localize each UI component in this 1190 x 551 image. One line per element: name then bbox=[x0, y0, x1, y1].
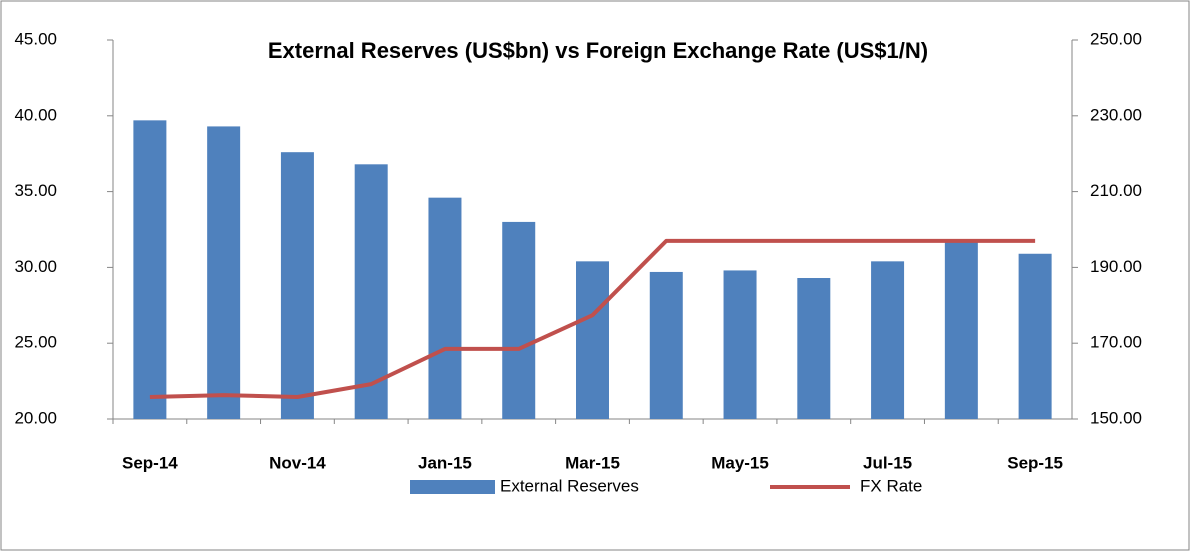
y2-tick-label: 250.00 bbox=[1090, 29, 1142, 48]
bar bbox=[502, 221, 536, 419]
line bbox=[149, 238, 1036, 400]
bar bbox=[797, 278, 831, 419]
x-tick-label: Nov-14 bbox=[269, 453, 326, 472]
y2-tick-label: 190.00 bbox=[1090, 257, 1142, 276]
x-tick-label: Jan-15 bbox=[418, 453, 472, 472]
bar bbox=[649, 271, 683, 419]
y-tick-label: 40.00 bbox=[14, 105, 57, 124]
x-tick-label: Sep-15 bbox=[1007, 453, 1063, 472]
bar bbox=[723, 270, 757, 419]
x-tick-label: Mar-15 bbox=[565, 453, 620, 472]
bar bbox=[354, 164, 388, 419]
bar bbox=[576, 261, 609, 419]
x-tick-label: Jul-15 bbox=[863, 453, 912, 472]
legend-swatch bbox=[410, 480, 495, 494]
bar bbox=[133, 120, 167, 420]
bar bbox=[428, 197, 462, 419]
legend-label: External Reserves bbox=[500, 476, 639, 495]
y-tick-label: 45.00 bbox=[14, 29, 57, 48]
y2-tick-label: 170.00 bbox=[1090, 333, 1142, 352]
x-tick-label: May-15 bbox=[711, 453, 769, 472]
bar bbox=[944, 240, 978, 419]
y-tick-label: 35.00 bbox=[14, 181, 57, 200]
bar bbox=[207, 126, 241, 420]
y-tick-label: 20.00 bbox=[14, 408, 57, 427]
y2-tick-label: 150.00 bbox=[1090, 408, 1142, 427]
x-tick-label: Sep-14 bbox=[122, 453, 178, 472]
chart-title: External Reserves (US$bn) vs Foreign Exc… bbox=[268, 38, 928, 63]
y-tick-label: 25.00 bbox=[14, 333, 57, 352]
legend-label: FX Rate bbox=[860, 476, 922, 495]
y2-tick-label: 230.00 bbox=[1090, 105, 1142, 124]
y-tick-label: 30.00 bbox=[14, 257, 57, 276]
bar bbox=[1018, 253, 1052, 419]
y2-tick-label: 210.00 bbox=[1090, 181, 1142, 200]
bar bbox=[871, 261, 905, 419]
bar bbox=[280, 152, 314, 419]
